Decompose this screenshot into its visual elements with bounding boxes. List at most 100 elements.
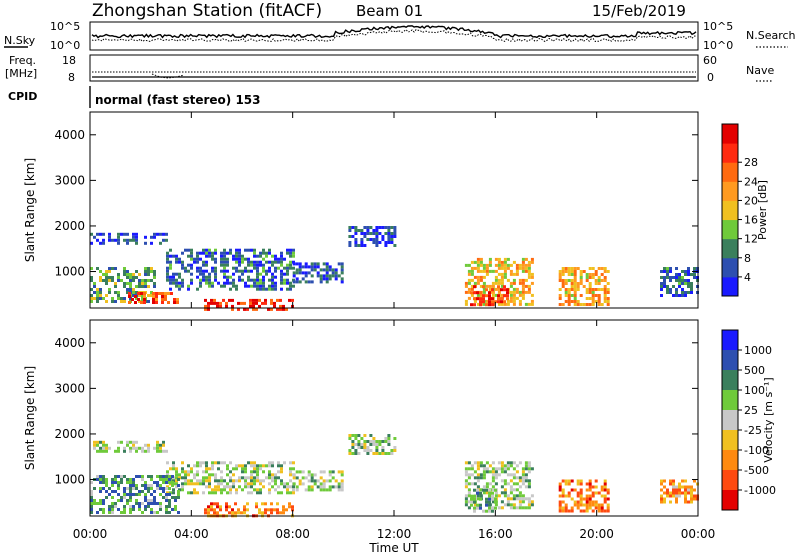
data-cell — [681, 282, 684, 285]
data-cell — [268, 461, 271, 465]
data-cell — [238, 269, 241, 273]
data-cell — [235, 479, 238, 483]
data-cell — [684, 500, 687, 504]
data-cell — [603, 500, 607, 504]
data-cell — [588, 297, 592, 300]
data-cell — [527, 287, 531, 291]
data-cell — [675, 276, 678, 279]
data-cell — [211, 254, 214, 258]
data-cell — [295, 268, 299, 272]
data-cell — [270, 502, 273, 506]
data-cell — [576, 282, 580, 285]
data-cell — [684, 282, 687, 285]
data-cell — [190, 491, 193, 495]
freq-label-1: Freq. — [9, 54, 36, 67]
data-cell — [518, 302, 522, 306]
data-cell — [166, 275, 169, 279]
data-cell — [310, 265, 314, 269]
data-cell — [331, 476, 335, 480]
data-cell — [470, 272, 474, 276]
data-cell — [155, 295, 158, 298]
data-cell — [223, 269, 226, 273]
colorbar-swatch — [722, 181, 738, 201]
data-cell — [193, 473, 196, 477]
data-cell — [268, 278, 271, 282]
data-cell — [117, 446, 120, 450]
data-cell — [521, 470, 525, 474]
data-cell — [256, 260, 259, 264]
data-cell — [503, 288, 506, 292]
data-cell — [530, 467, 534, 471]
data-cell — [597, 282, 601, 285]
data-cell — [375, 446, 379, 449]
data-cell — [283, 485, 286, 489]
data-cell — [684, 491, 687, 495]
data-cell — [173, 298, 176, 301]
data-cell — [328, 274, 332, 278]
data-cell — [500, 284, 504, 288]
data-cell — [93, 285, 96, 288]
data-cell — [506, 503, 510, 507]
data-cell — [464, 479, 468, 483]
data-cell — [99, 487, 102, 490]
data-cell — [521, 482, 525, 486]
data-cell — [503, 488, 507, 492]
data-cell — [193, 476, 196, 480]
data-cell — [129, 282, 132, 285]
data-cell — [509, 485, 513, 489]
data-cell — [494, 482, 498, 486]
data-cell — [175, 278, 178, 282]
data-cell — [576, 300, 580, 303]
data-cell — [232, 266, 235, 270]
data-cell — [216, 301, 219, 305]
data-cell — [159, 449, 162, 453]
data-cell — [561, 303, 565, 306]
data-cell — [207, 505, 210, 509]
data-cell — [582, 509, 586, 513]
data-cell — [319, 482, 323, 486]
data-cell — [372, 452, 376, 455]
data-cell — [366, 229, 370, 232]
data-cell — [220, 263, 223, 267]
data-cell — [509, 299, 513, 303]
data-cell — [582, 285, 586, 288]
data-cell — [164, 292, 167, 295]
data-cell — [295, 476, 299, 480]
data-cell — [675, 291, 678, 294]
data-cell — [99, 499, 102, 502]
data-cell — [235, 467, 238, 471]
data-cell — [161, 301, 164, 304]
data-cell — [208, 284, 211, 288]
data-cell — [503, 300, 506, 304]
data-cell — [594, 485, 598, 489]
data-cell — [687, 267, 690, 270]
data-cell — [479, 506, 482, 510]
data-cell — [467, 272, 471, 276]
data-cell — [220, 251, 223, 255]
data-cell — [241, 254, 244, 258]
data-cell — [576, 500, 580, 504]
data-cell — [515, 272, 519, 276]
data-cell — [491, 500, 495, 504]
data-cell — [243, 301, 246, 305]
data-cell — [316, 274, 320, 278]
data-cell — [295, 485, 299, 489]
data-cell — [259, 263, 262, 267]
data-cell — [687, 279, 690, 282]
data-cell — [515, 263, 519, 267]
data-cell — [467, 506, 471, 510]
data-cell — [277, 260, 280, 264]
data-cell — [530, 260, 534, 264]
data-cell — [168, 487, 171, 490]
data-cell — [340, 268, 344, 272]
data-cell — [600, 279, 604, 282]
data-cell — [597, 506, 601, 510]
data-cell — [153, 232, 156, 236]
data-cell — [135, 232, 138, 236]
data-cell — [384, 440, 388, 443]
data-cell — [196, 269, 199, 273]
data-cell — [600, 509, 604, 513]
data-cell — [208, 479, 211, 483]
data-cell — [283, 461, 286, 465]
x-tick-label: 08:00 — [275, 527, 310, 541]
